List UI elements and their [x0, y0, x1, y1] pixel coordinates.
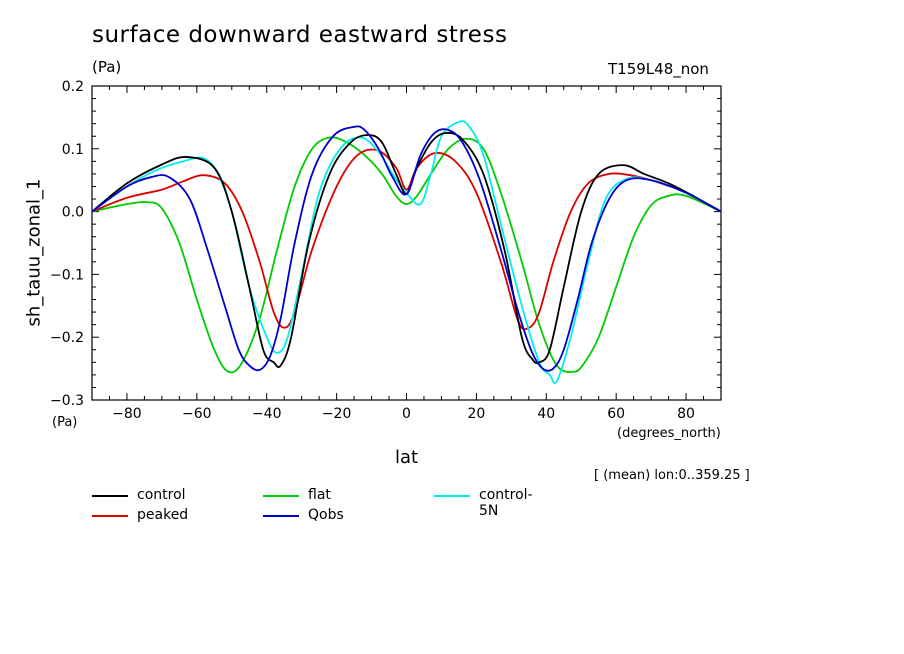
x-tick-label: −80 — [112, 406, 142, 422]
y-tick-label: 0.2 — [62, 79, 84, 95]
legend-label: control — [137, 487, 186, 503]
y-units-bottom: (Pa) — [52, 415, 78, 430]
series-line-control-5n — [91, 120, 722, 385]
legend-label: Qobs — [308, 507, 344, 523]
y-tick-label: −0.2 — [50, 330, 84, 346]
x-tick-label: −20 — [322, 406, 352, 422]
legend-label: flat — [308, 487, 331, 503]
y-tick-label: −0.3 — [50, 393, 84, 409]
legend-swatch — [434, 495, 470, 497]
legend-swatch — [92, 495, 128, 497]
legend-label: control-5N — [479, 487, 533, 519]
legend-label: peaked — [137, 507, 189, 523]
legend-swatch — [263, 515, 299, 517]
y-units-top: (Pa) — [92, 58, 122, 76]
chart-title: surface downward eastward stress — [92, 22, 508, 48]
x-tick-label: −60 — [182, 406, 212, 422]
y-tick-label: 0.0 — [62, 205, 84, 221]
legend-swatch — [92, 515, 128, 517]
run-label: T159L48_non — [608, 60, 709, 78]
series-line-control — [91, 132, 722, 368]
x-tick-label: −40 — [252, 406, 282, 422]
y-tick-label: −0.1 — [50, 267, 84, 283]
x-axis-label: lat — [395, 447, 419, 468]
legend-swatch — [263, 495, 299, 497]
x-tick-label: 60 — [607, 406, 625, 422]
series-line-peaked — [91, 148, 722, 331]
series-line-flat — [91, 136, 722, 374]
plot-frame — [91, 85, 722, 401]
x-tick-label: 80 — [677, 406, 695, 422]
x-units-label: (degrees_north) — [617, 426, 721, 441]
mean-info: [ (mean) lon:0..359.25 ] — [594, 468, 750, 483]
x-tick-label: 40 — [537, 406, 555, 422]
x-tick-label: 0 — [402, 406, 411, 422]
x-tick-label: 20 — [467, 406, 485, 422]
y-tick-label: 0.1 — [62, 142, 84, 158]
series-line-qobs — [91, 125, 722, 372]
